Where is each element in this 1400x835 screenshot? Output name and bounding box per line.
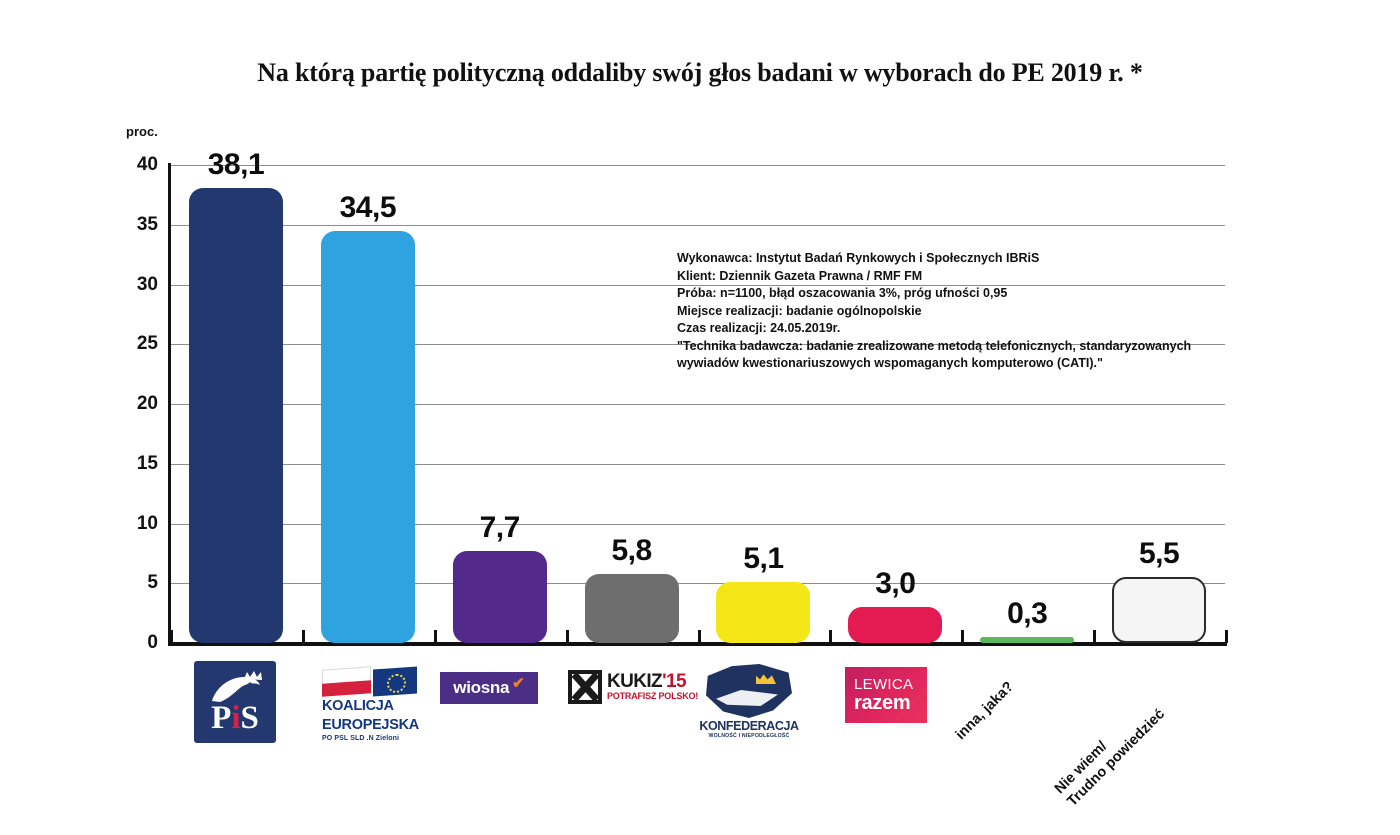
- gridline: [170, 165, 1225, 166]
- koalicja-europejska-logo: KOALICJA EUROPEJSKA PO PSL SLD .N Zielon…: [322, 666, 419, 742]
- methodology-line: Klient: Dziennik Gazeta Prawna / RMF FM: [677, 268, 923, 283]
- check-icon: ✔: [512, 675, 525, 692]
- y-tick-label: 30: [136, 273, 158, 295]
- pis-logo-text: PiS: [211, 700, 259, 736]
- konfederacja-logo: KONFEDERACJA WOLNOŚĆ I NIEPODLEGŁOŚĆ: [694, 664, 804, 739]
- x-axis-line: [168, 642, 1227, 646]
- bar-1: [188, 187, 283, 643]
- bar-7: [980, 637, 1075, 643]
- kukiz-x-icon: [568, 670, 602, 704]
- bar-5: [716, 582, 811, 643]
- gridline: [170, 463, 1225, 465]
- y-axis-line: [168, 163, 171, 645]
- gridline: [170, 404, 1225, 405]
- bar-6: [848, 607, 943, 643]
- x-axis-tick: [829, 630, 833, 643]
- bar-8: [1112, 577, 1207, 643]
- x-axis-tick: [301, 630, 305, 643]
- konfederacja-eagle-icon: [706, 664, 792, 718]
- gridline: [170, 224, 1225, 226]
- methodology-line: Miejsce realizacji: badanie ogólnopolski…: [677, 303, 922, 318]
- x-axis-tick: [697, 630, 701, 643]
- ke-logo-line2: EUROPEJSKA: [322, 716, 419, 733]
- wiosna-logo-text: wiosna: [453, 678, 510, 697]
- x-axis-tick: [170, 630, 173, 643]
- gridline: [170, 583, 1225, 585]
- x-category-wiosna: wiosna ✔: [440, 672, 538, 704]
- gridline: [170, 344, 1225, 346]
- poland-flag-icon: [322, 666, 372, 697]
- bar-value-label: 0,3: [1007, 597, 1048, 630]
- bar-value-label: 7,7: [479, 510, 521, 544]
- x-category-nie-wiem: Nie wiem/ Trudno powiedzieć: [1051, 693, 1169, 811]
- x-axis-tick: [961, 630, 965, 643]
- gridline: [170, 284, 1225, 286]
- y-tick-label: 15: [136, 452, 158, 474]
- bar-2: [320, 230, 415, 643]
- kukiz-logo-subtitle: POTRAFISZ POLSKO!: [607, 691, 699, 701]
- y-tick-label: 40: [136, 154, 158, 175]
- bar-value-label: 3,0: [875, 567, 916, 601]
- bar-value-label: 5,1: [743, 542, 784, 576]
- x-category-pis: PiS: [194, 661, 276, 743]
- methodology-line: "Technika badawcza: badanie zrealizowane…: [677, 338, 1192, 353]
- konfederacja-logo-subtitle: WOLNOŚĆ I NIEPODLEGŁOŚĆ: [708, 733, 790, 739]
- methodology-line: Próba: n=1100, błąd oszacowania 3%, próg…: [677, 286, 1008, 300]
- bar-3: [452, 550, 547, 643]
- x-category-koalicja-europejska: KOALICJA EUROPEJSKA PO PSL SLD .N Zielon…: [322, 666, 419, 742]
- page-title: Na którą partię polityczną oddaliby swój…: [257, 58, 1143, 87]
- wiosna-logo: wiosna ✔: [440, 672, 538, 704]
- x-category-inna-jaka: inna, jaka?: [952, 678, 1018, 744]
- x-axis-tick: [1093, 630, 1097, 643]
- eu-flag-icon: [373, 666, 417, 697]
- methodology-note: Wykonawca: Instytut Badań Rynkowych i Sp…: [677, 250, 1191, 373]
- y-tick-label: 25: [136, 333, 158, 355]
- x-axis-tick: [433, 630, 437, 643]
- ke-flags-icon: [322, 666, 417, 697]
- pis-eagle-icon: [212, 671, 262, 702]
- x-category-konfederacja: KONFEDERACJA WOLNOŚĆ I NIEPODLEGŁOŚĆ: [694, 664, 804, 739]
- kukiz-logo-word: KUKIZ'15: [607, 671, 687, 692]
- y-tick-label: 5: [147, 572, 158, 594]
- bar-4: [584, 573, 679, 643]
- lewica-razem-logo: LEWICA razem: [845, 667, 927, 723]
- ke-logo-subtitle: PO PSL SLD .N Zieloni: [322, 735, 400, 742]
- y-tick-label: 0: [147, 632, 158, 653]
- y-axis-unit-label: proc.: [126, 124, 158, 139]
- bar-value-label: 34,5: [339, 190, 397, 224]
- bar-value-label: 38,1: [207, 147, 265, 181]
- x-category-lewica-razem: LEWICA razem: [845, 667, 927, 723]
- lewica-logo-line2: razem: [854, 691, 911, 714]
- konfederacja-logo-title: KONFEDERACJA: [699, 719, 799, 733]
- lewica-logo-line1: LEWICA: [854, 675, 914, 693]
- x-category-kukiz15: KUKIZ'15 POTRAFISZ POLSKO!: [568, 670, 698, 704]
- methodology-line: wywiadów kwestionariuszowych wspomaganyc…: [677, 356, 1103, 370]
- ke-logo-line1: KOALICJA: [322, 698, 394, 714]
- x-axis-tick: [1225, 630, 1228, 643]
- bar-value-label: 5,5: [1138, 537, 1180, 571]
- y-tick-label: 20: [136, 393, 158, 414]
- y-tick-label: 35: [136, 213, 158, 235]
- methodology-line: Czas realizacji: 24.05.2019r.: [677, 321, 841, 335]
- gridline: [170, 523, 1225, 525]
- methodology-line: Wykonawca: Instytut Badań Rynkowych i Sp…: [677, 251, 1040, 265]
- kukiz15-logo: KUKIZ'15 POTRAFISZ POLSKO!: [568, 670, 698, 704]
- bar-value-label: 5,8: [611, 533, 652, 567]
- pis-logo: PiS: [194, 661, 276, 743]
- x-axis-tick: [565, 630, 569, 643]
- y-tick-label: 10: [136, 512, 158, 534]
